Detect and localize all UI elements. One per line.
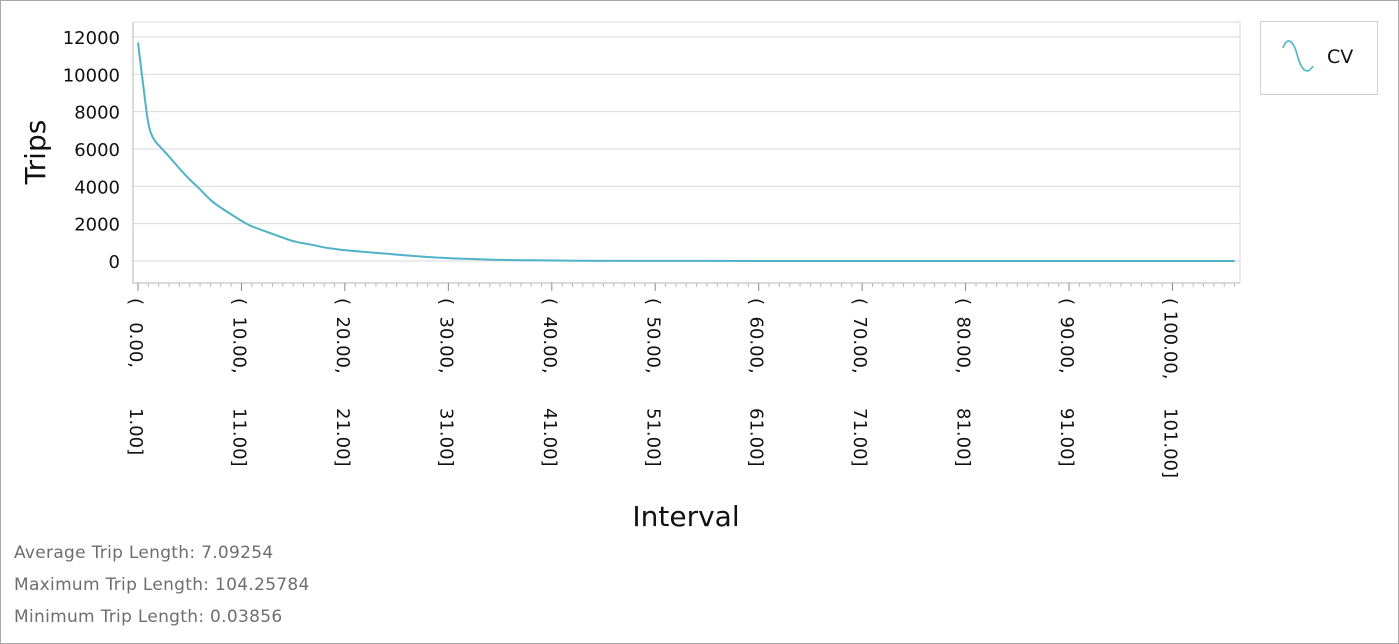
x-tick-label-line1: ( 20.00, (332, 298, 353, 374)
y-tick-label: 6000 (74, 140, 120, 161)
y-tick-label: 4000 (74, 177, 120, 198)
x-tick-label-line2: 91.00] (1056, 408, 1077, 467)
series-line-cv (137, 42, 1235, 263)
x-tick-label-line2: 21.00] (332, 408, 353, 467)
y-tick-labels: 12000 10000 8000 6000 4000 2000 0 (63, 28, 120, 273)
x-tick-label: ( 50.00, 51.00] (642, 298, 663, 467)
x-tick-label-line1: ( 90.00, (1056, 298, 1077, 374)
y-tick-label: 10000 (63, 65, 120, 86)
x-tick-label-line2: 11.00] (228, 408, 249, 467)
x-tick-label: ( 80.00, 81.00] (953, 298, 974, 467)
x-tick-label-line1: ( 40.00, (539, 298, 560, 374)
x-tick-label-line1: ( 60.00, (746, 298, 767, 374)
x-tick-label-line2: 41.00] (539, 408, 560, 467)
x-tick-labels: ( 0.00, 1.00] ( 10.00, 11.00] ( 20.00, 21.00]… (125, 298, 1181, 478)
y-tick-label: 0 (109, 252, 120, 273)
x-tick-label: ( 70.00, 71.00] (849, 298, 870, 467)
x-tick-label-line2: 31.00] (435, 408, 456, 467)
x-tick-label: ( 0.00, 1.00] (125, 298, 146, 455)
grid-lines (133, 36, 1240, 262)
axes (132, 21, 1241, 291)
x-tick-label-line1: ( 100.00, (1160, 298, 1181, 379)
legend-label-cv: CV (1327, 46, 1354, 68)
x-tick-label-line2: 61.00] (746, 408, 767, 467)
y-tick-label: 2000 (74, 215, 120, 236)
y-tick-label: 8000 (74, 103, 120, 124)
x-tick-label-line1: ( 10.00, (228, 298, 249, 374)
x-tick-label: ( 10.00, 11.00] (228, 298, 249, 467)
x-tick-label: ( 90.00, 91.00] (1056, 298, 1077, 467)
x-tick-label-line2: 1.00] (125, 408, 146, 455)
x-axis-label: Interval (632, 500, 739, 533)
x-tick-label-line1: ( 30.00, (435, 298, 456, 374)
series-layer (137, 42, 1235, 263)
curve-icon (1282, 40, 1314, 72)
minimum-trip-length: Minimum Trip Length: 0.03856 (14, 607, 283, 627)
x-tick-label-line2: 51.00] (642, 408, 663, 467)
legend[interactable]: CV (1260, 21, 1378, 95)
x-tick-label-line1: ( 0.00, (125, 298, 146, 368)
x-tick-label-line2: 81.00] (953, 408, 974, 467)
x-tick-label-line1: ( 80.00, (953, 298, 974, 374)
x-tick-label-line1: ( 70.00, (849, 298, 870, 374)
x-tick-label-line2: 101.00] (1160, 408, 1181, 478)
x-tick-label-line2: 71.00] (849, 408, 870, 467)
legend-graphic (1282, 40, 1314, 72)
y-tick-label: 12000 (63, 28, 120, 49)
x-tick-label: ( 20.00, 21.00] (332, 298, 353, 467)
y-axis-label: Trips (19, 120, 52, 186)
x-tick-label: ( 60.00, 61.00] (746, 298, 767, 467)
x-tick-label-line1: ( 50.00, (642, 298, 663, 374)
x-tick-label: ( 40.00, 41.00] (539, 298, 560, 467)
maximum-trip-length: Maximum Trip Length: 104.25784 (14, 575, 310, 595)
average-trip-length: Average Trip Length: 7.09254 (14, 543, 274, 563)
x-tick-label: ( 30.00, 31.00] (435, 298, 456, 467)
x-tick-label: ( 100.00, 101.00] (1160, 298, 1181, 478)
